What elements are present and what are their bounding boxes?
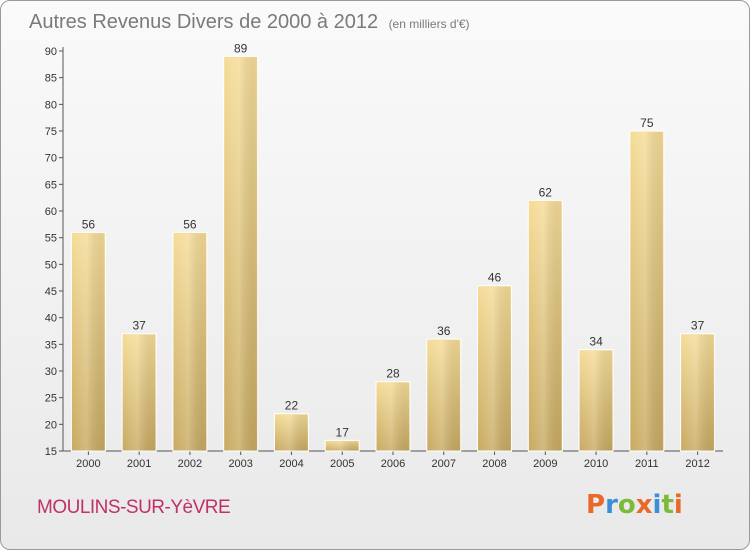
- y-tick-label: 40: [45, 313, 57, 325]
- data-label: 56: [82, 217, 96, 231]
- x-tick-label: 2009: [533, 458, 557, 470]
- y-tick-label: 35: [45, 339, 57, 351]
- data-label: 37: [132, 319, 146, 333]
- bar-shine: [529, 201, 562, 451]
- title-row: Autres Revenus Divers de 2000 à 2012 (en…: [29, 11, 470, 34]
- x-tick-label: 2002: [178, 458, 202, 470]
- data-label: 34: [589, 335, 603, 349]
- logo-letter: i: [673, 490, 683, 520]
- y-tick-label: 70: [45, 153, 57, 165]
- bar-shine: [630, 132, 663, 451]
- y-tick-label: 20: [45, 419, 57, 431]
- bar-shine: [377, 382, 409, 451]
- bars: [70, 55, 716, 452]
- bar-shine: [478, 286, 511, 451]
- bar-chart: 15 20 25 30 35 40 45 50 55 60 65 70 75 80 85 90 2000 2001…: [45, 41, 723, 470]
- data-label: 89: [234, 41, 248, 55]
- data-label: 56: [183, 217, 197, 231]
- logo-letter: o: [617, 490, 636, 520]
- y-tick-label: 55: [45, 233, 57, 245]
- bar-shine: [580, 350, 613, 451]
- y-tick-label: 50: [45, 259, 57, 271]
- commune-name: MOULINS-SUR-YèVRE: [37, 497, 231, 518]
- x-tick-label: 2010: [584, 458, 608, 470]
- y-tick-label: 80: [45, 99, 57, 111]
- data-label: 75: [640, 116, 654, 130]
- y-tick-label: 85: [45, 73, 57, 85]
- x-tick-label: 2011: [635, 458, 659, 470]
- chart-subtitle: (en milliers d'€): [388, 17, 470, 31]
- data-label: 62: [539, 185, 553, 199]
- chart-title: Autres Revenus Divers de 2000 à 2012: [29, 11, 379, 33]
- x-tick-label: 2007: [432, 458, 456, 470]
- y-tick-label: 90: [45, 46, 57, 58]
- data-label: 36: [437, 324, 451, 338]
- logo-letter: i: [652, 490, 662, 520]
- data-label: 46: [488, 271, 502, 285]
- data-label: 28: [386, 367, 400, 381]
- x-tick-label: 2008: [482, 458, 506, 470]
- bar-shine: [427, 340, 460, 451]
- logo-letter: r: [605, 490, 618, 520]
- bar-shine: [275, 414, 308, 451]
- proxiti-logo: Proxiti: [586, 490, 683, 520]
- bar-shine: [224, 57, 257, 451]
- y-tick-label: 75: [45, 126, 57, 138]
- bar-shine: [72, 233, 105, 451]
- x-tick-label: 2012: [685, 458, 709, 470]
- x-tick-label: 2005: [330, 458, 354, 470]
- logo-letter: P: [586, 490, 606, 520]
- bar-shine: [123, 334, 156, 451]
- x-tick-label: 2001: [127, 458, 151, 470]
- y-tick-label: 30: [45, 366, 57, 378]
- y-tick-label: 60: [45, 206, 57, 218]
- data-label: 37: [691, 319, 705, 333]
- bar-shine: [326, 441, 359, 451]
- data-label: 22: [285, 399, 299, 413]
- y-tick-label: 25: [45, 393, 57, 405]
- y-tick-label: 15: [45, 446, 57, 458]
- x-tick-label: 2004: [279, 458, 303, 470]
- labels: 56 37 56 89 22 17 28 36 46 62 34 75 37: [82, 41, 705, 439]
- data-label: 17: [336, 425, 350, 439]
- y-tick-label: 65: [45, 179, 57, 191]
- bar-shine: [173, 233, 206, 451]
- logo-letter: x: [635, 490, 653, 520]
- y-tick-label: 45: [45, 286, 57, 298]
- logo-letter: t: [661, 490, 674, 520]
- x-tick-label: 2000: [76, 458, 100, 470]
- x-tick-label: 2003: [228, 458, 252, 470]
- bar-shine: [681, 334, 714, 451]
- x-tick-label: 2006: [381, 458, 405, 470]
